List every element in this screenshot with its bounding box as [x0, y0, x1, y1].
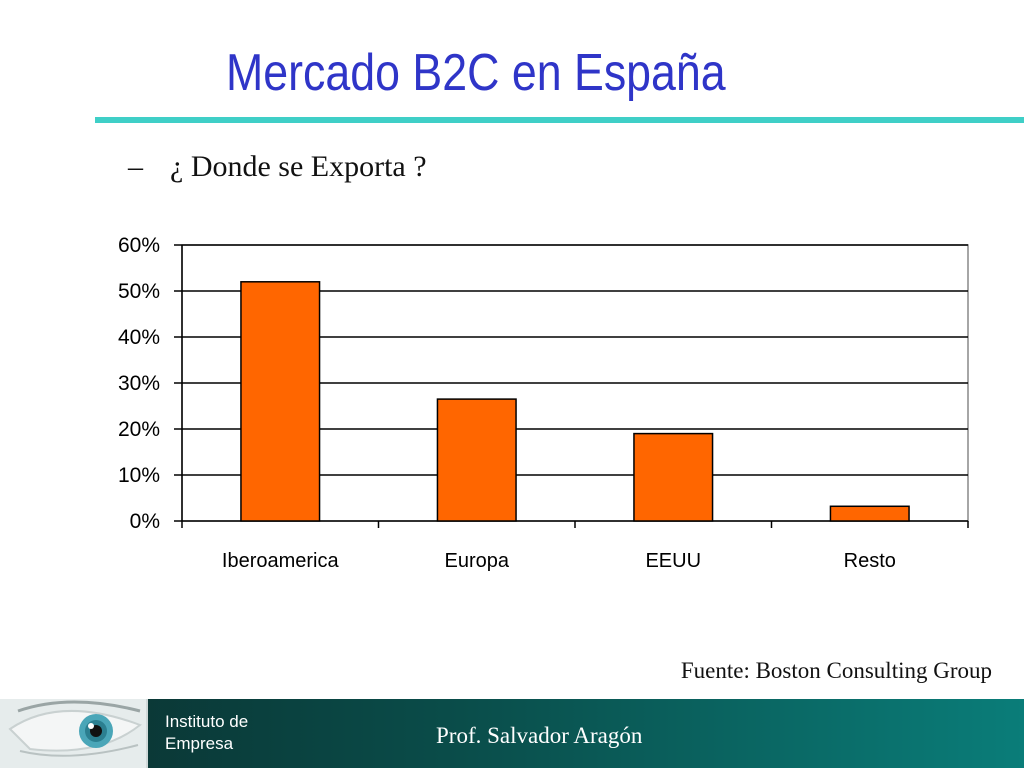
y-tick-label: 30%: [118, 372, 160, 395]
y-tick-label: 0%: [130, 510, 160, 533]
footer-organization: Instituto de Empresa: [165, 711, 248, 755]
bar: [633, 432, 714, 522]
bullet-text: ¿ Donde se Exporta ?: [170, 150, 427, 183]
y-tick-label: 50%: [118, 280, 160, 303]
slide-title: Mercado B2C en España: [226, 44, 726, 102]
bar: [240, 281, 321, 522]
y-tick-label: 20%: [118, 418, 160, 441]
bar: [829, 505, 910, 522]
x-tick-label: Resto: [844, 550, 896, 572]
eye-icon: [0, 699, 148, 768]
x-tick-label: Iberoamerica: [222, 550, 340, 572]
bullet-item: – ¿ Donde se Exporta ?: [128, 150, 427, 184]
y-tick-label: 40%: [118, 326, 160, 349]
y-tick-label: 60%: [118, 234, 160, 257]
footer-bar: Instituto de Empresa Prof. Salvador Arag…: [0, 699, 1024, 768]
bar-chart: 0% 10% 20% 30% 40% 50% 60% Iberoamerica Europa EE…: [118, 234, 969, 572]
bullet-dash: –: [128, 150, 143, 183]
x-tick-label: EEUU: [645, 550, 701, 572]
y-tick-label: 10%: [118, 464, 160, 487]
footer-org-line2: Empresa: [165, 734, 234, 753]
title-rule: [95, 117, 1024, 123]
source-note: Fuente: Boston Consulting Group: [680, 658, 992, 683]
footer-org-line1: Instituto de: [165, 712, 249, 731]
x-tick-label: Europa: [445, 550, 510, 572]
bar: [436, 398, 517, 522]
footer-author: Prof. Salvador Aragón: [436, 723, 643, 748]
